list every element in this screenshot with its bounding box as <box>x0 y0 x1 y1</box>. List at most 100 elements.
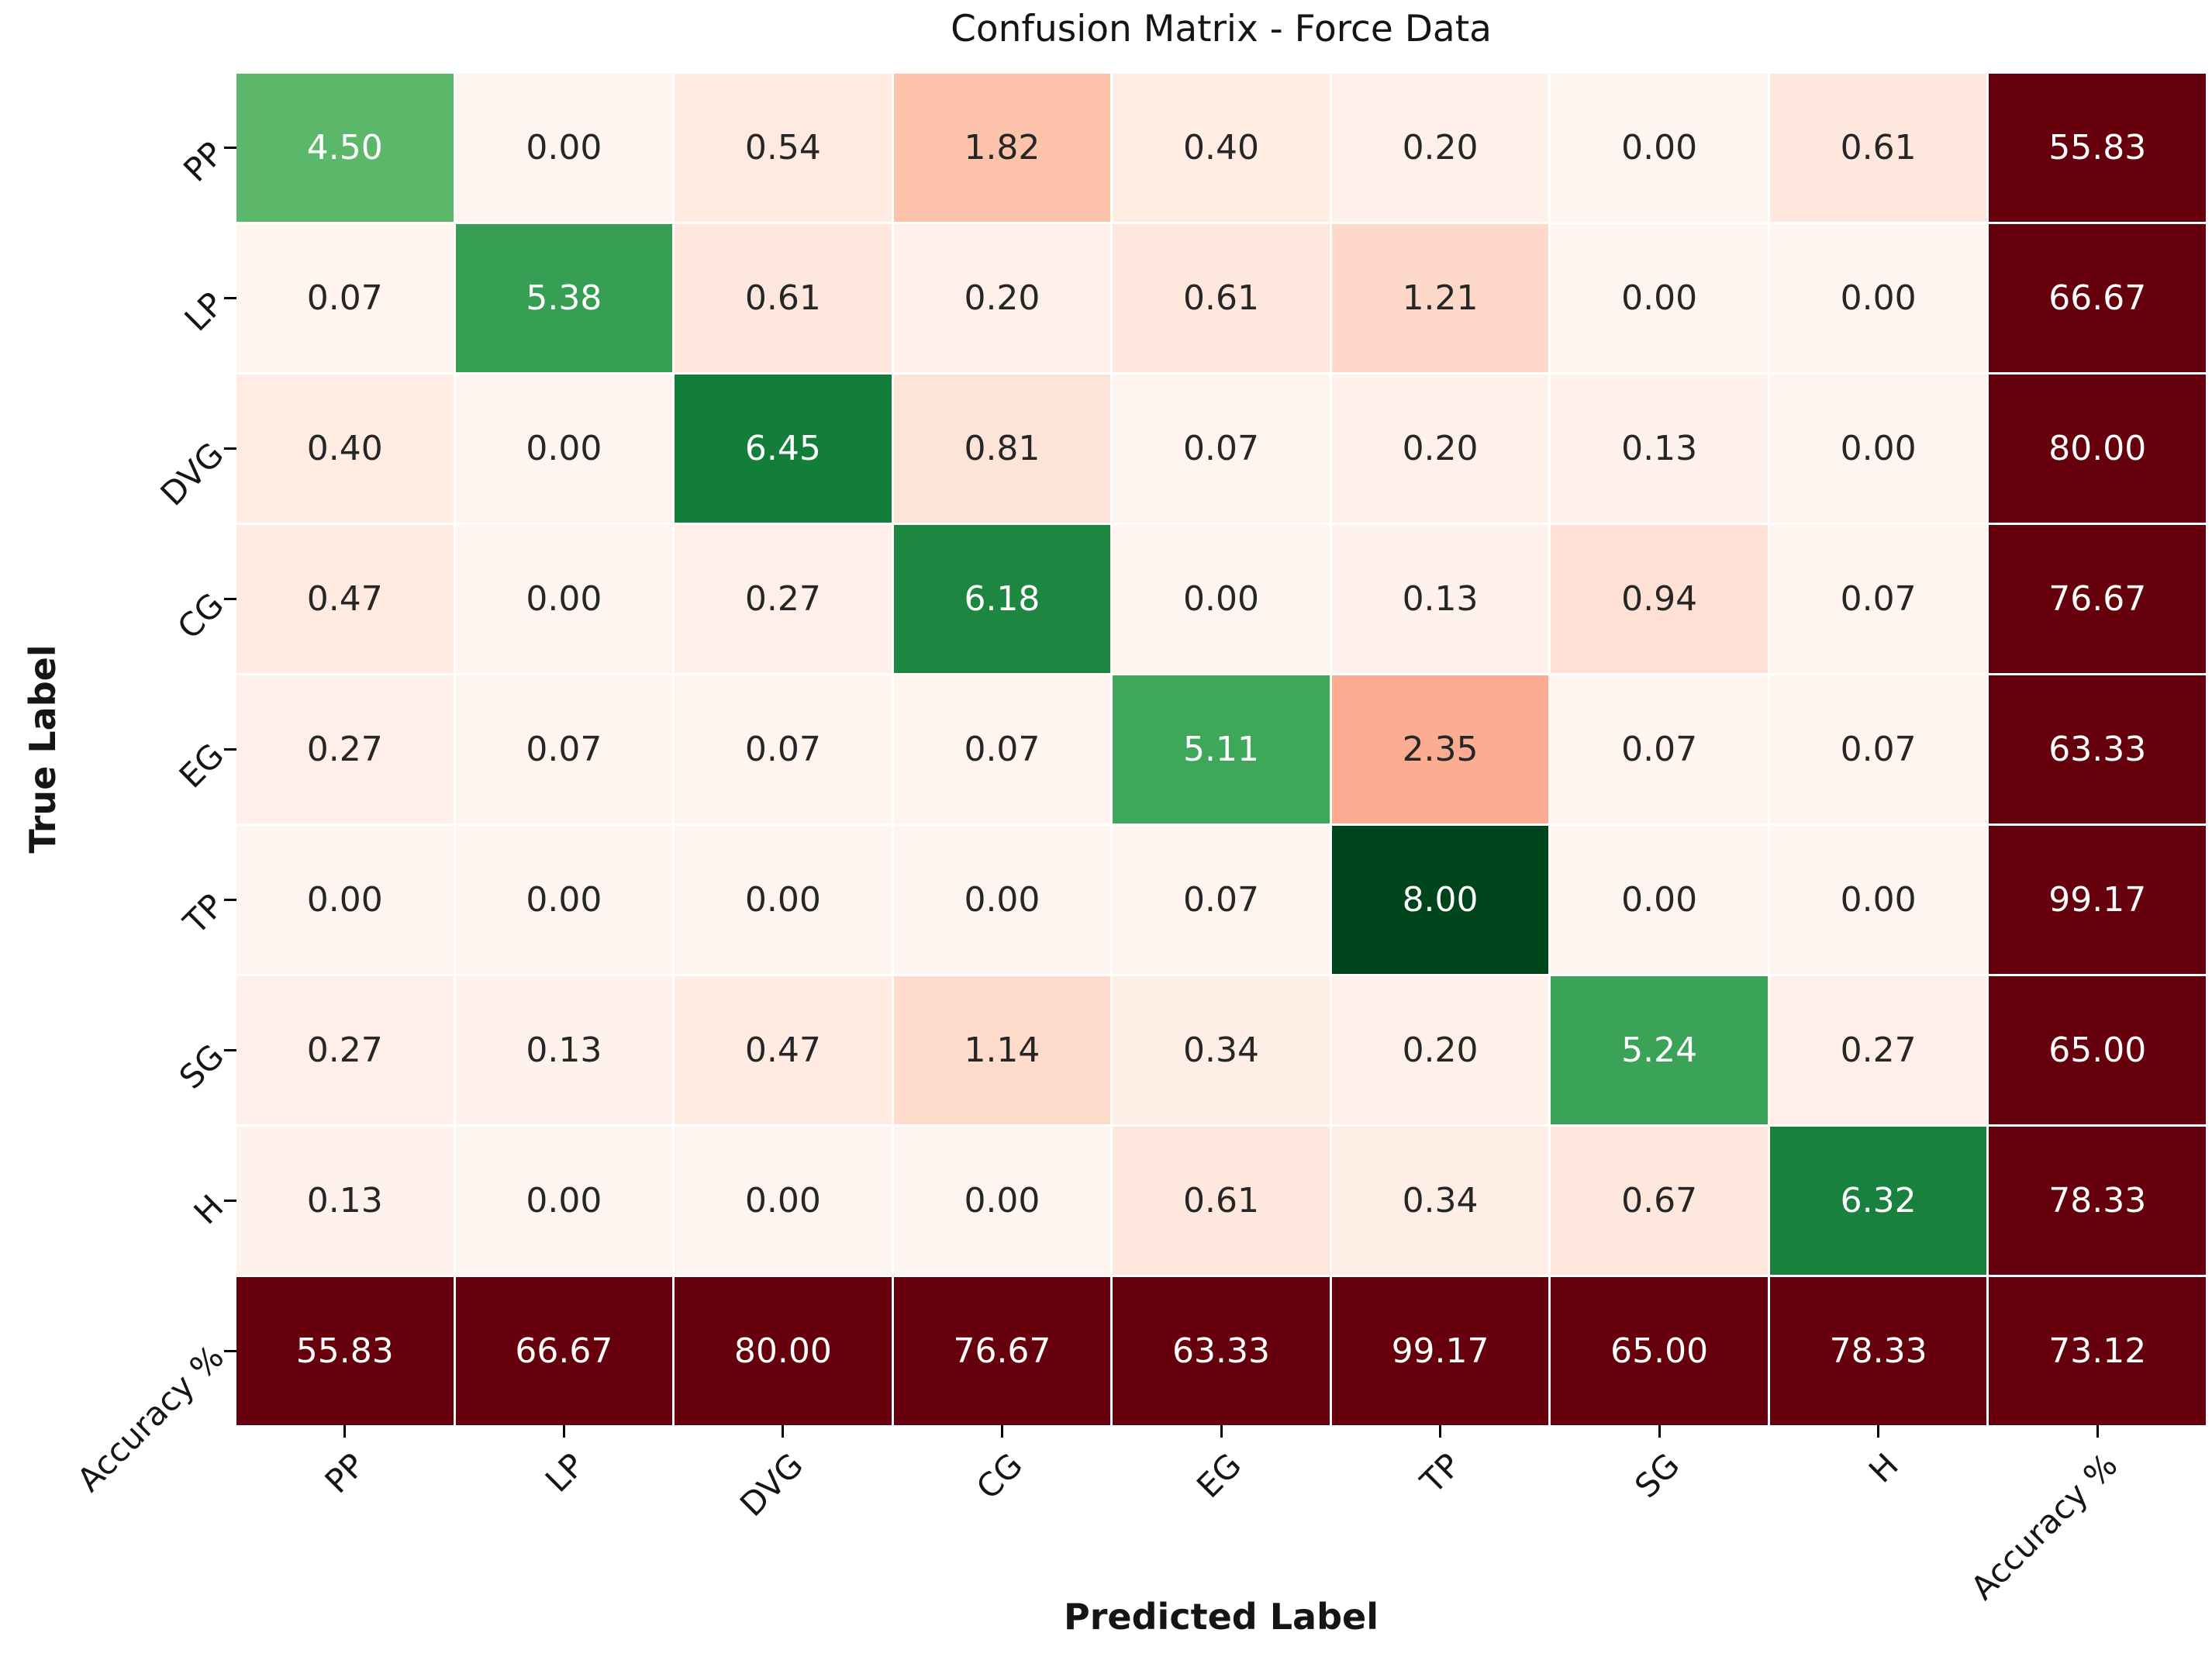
heatmap-cell: 1.82 <box>893 74 1111 222</box>
y-axis-tick <box>224 147 236 149</box>
heatmap-cell: 0.00 <box>236 826 454 974</box>
heatmap-cell: 0.00 <box>675 1127 892 1275</box>
heatmap-cell: 0.27 <box>236 976 454 1124</box>
heatmap-cell: 63.33 <box>1113 1277 1330 1425</box>
y-axis-tick <box>224 1200 236 1202</box>
heatmap-cell: 0.54 <box>675 74 892 222</box>
y-axis-tick <box>224 748 236 751</box>
heatmap-cell: 0.00 <box>1769 224 1987 372</box>
heatmap-cell: 0.00 <box>455 525 673 673</box>
heatmap-cell: 78.33 <box>1989 1127 2206 1275</box>
heatmap-cell: 0.27 <box>236 675 454 823</box>
heatmap-cell: 0.47 <box>236 525 454 673</box>
heatmap-cell: 99.17 <box>1331 1277 1549 1425</box>
heatmap-cell: 0.34 <box>1331 1127 1549 1275</box>
heatmap-cell: 0.61 <box>1769 74 1987 222</box>
heatmap-cell: 1.21 <box>1331 224 1549 372</box>
heatmap-cell: 0.27 <box>1769 976 1987 1124</box>
heatmap-cell: 0.13 <box>236 1127 454 1275</box>
heatmap-cell: 6.18 <box>893 525 1111 673</box>
heatmap-cell: 0.67 <box>1551 1127 1768 1275</box>
heatmap-cell: 0.47 <box>675 976 892 1124</box>
x-axis-tick <box>1220 1425 1223 1438</box>
y-axis-tick <box>224 1350 236 1352</box>
heatmap-cell: 0.00 <box>455 375 673 523</box>
chart-title: Confusion Matrix - Force Data <box>951 8 1492 50</box>
heatmap-cell: 0.00 <box>1113 525 1330 673</box>
x-axis-tick <box>1658 1425 1661 1438</box>
heatmap-cell: 0.40 <box>236 375 454 523</box>
heatmap-cell: 0.20 <box>1331 976 1549 1124</box>
x-axis-tick <box>1439 1425 1442 1438</box>
heatmap-cell: 0.61 <box>675 224 892 372</box>
heatmap-cell: 0.20 <box>1331 375 1549 523</box>
heatmap-cell: 0.00 <box>1769 375 1987 523</box>
y-axis-tick <box>224 447 236 450</box>
x-axis-tick <box>1877 1425 1880 1438</box>
heatmap-cell: 6.45 <box>675 375 892 523</box>
heatmap-cell: 78.33 <box>1769 1277 1987 1425</box>
heatmap-cell: 0.07 <box>236 224 454 372</box>
heatmap-cell: 76.67 <box>893 1277 1111 1425</box>
x-axis-label: Predicted Label <box>1064 1596 1379 1638</box>
heatmap-cell: 0.61 <box>1113 1127 1330 1275</box>
heatmap-cell: 0.00 <box>1551 74 1768 222</box>
heatmap-cell: 0.07 <box>455 675 673 823</box>
x-axis-tick <box>782 1425 785 1438</box>
heatmap-cell: 0.00 <box>675 826 892 974</box>
heatmap-cell: 0.00 <box>893 826 1111 974</box>
heatmap-cell: 0.20 <box>893 224 1111 372</box>
heatmap-cell: 63.33 <box>1989 675 2206 823</box>
x-axis-tick <box>343 1425 347 1438</box>
heatmap-cell: 66.67 <box>455 1277 673 1425</box>
heatmap-cell: 0.00 <box>455 74 673 222</box>
heatmap-cell: 0.07 <box>675 675 892 823</box>
heatmap-cell: 4.50 <box>236 74 454 222</box>
heatmap-cell: 76.67 <box>1989 525 2206 673</box>
heatmap-cell: 0.40 <box>1113 74 1330 222</box>
heatmap-cell: 5.11 <box>1113 675 1330 823</box>
heatmap-cell: 80.00 <box>675 1277 892 1425</box>
heatmap-cell: 80.00 <box>1989 375 2206 523</box>
heatmap-cell: 65.00 <box>1989 976 2206 1124</box>
heatmap-cell: 5.24 <box>1551 976 1768 1124</box>
heatmap-cell: 0.61 <box>1113 224 1330 372</box>
heatmap-cell: 0.00 <box>1551 826 1768 974</box>
heatmap-cell: 6.32 <box>1769 1127 1987 1275</box>
heatmap-cell: 65.00 <box>1551 1277 1768 1425</box>
heatmap-cell: 0.07 <box>1113 375 1330 523</box>
y-axis-tick <box>224 598 236 600</box>
heatmap-cell: 0.00 <box>455 1127 673 1275</box>
heatmap-cell: 0.34 <box>1113 976 1330 1124</box>
x-axis-tick <box>1000 1425 1003 1438</box>
heatmap-cell: 0.20 <box>1331 74 1549 222</box>
heatmap-cell: 55.83 <box>236 1277 454 1425</box>
heatmap-cell: 1.14 <box>893 976 1111 1124</box>
heatmap-cell: 5.38 <box>455 224 673 372</box>
heatmap-cell: 2.35 <box>1331 675 1549 823</box>
heatmap-cell: 0.27 <box>675 525 892 673</box>
heatmap-cell: 0.13 <box>455 976 673 1124</box>
heatmap-cell: 0.07 <box>1769 525 1987 673</box>
heatmap-cell: 0.00 <box>893 1127 1111 1275</box>
y-axis-tick <box>224 1049 236 1051</box>
heatmap-cell: 66.67 <box>1989 224 2206 372</box>
heatmap-cell: 55.83 <box>1989 74 2206 222</box>
heatmap-cell: 0.00 <box>1769 826 1987 974</box>
x-axis-tick <box>562 1425 565 1438</box>
y-axis-tick <box>224 297 236 299</box>
heatmap-cell: 0.13 <box>1551 375 1768 523</box>
heatmap-cell: 0.13 <box>1331 525 1549 673</box>
heatmap-cell: 0.00 <box>455 826 673 974</box>
heatmap-cell: 0.94 <box>1551 525 1768 673</box>
heatmap-cell: 0.81 <box>893 375 1111 523</box>
heatmap-cell: 0.07 <box>1113 826 1330 974</box>
heatmap-cell: 0.07 <box>1551 675 1768 823</box>
heatmap-cell: 99.17 <box>1989 826 2206 974</box>
x-axis-tick <box>2096 1425 2099 1438</box>
heatmap-cell: 0.07 <box>1769 675 1987 823</box>
heatmap-cell: 73.12 <box>1989 1277 2206 1425</box>
heatmap-cell: 0.07 <box>893 675 1111 823</box>
heatmap-cell: 0.00 <box>1551 224 1768 372</box>
